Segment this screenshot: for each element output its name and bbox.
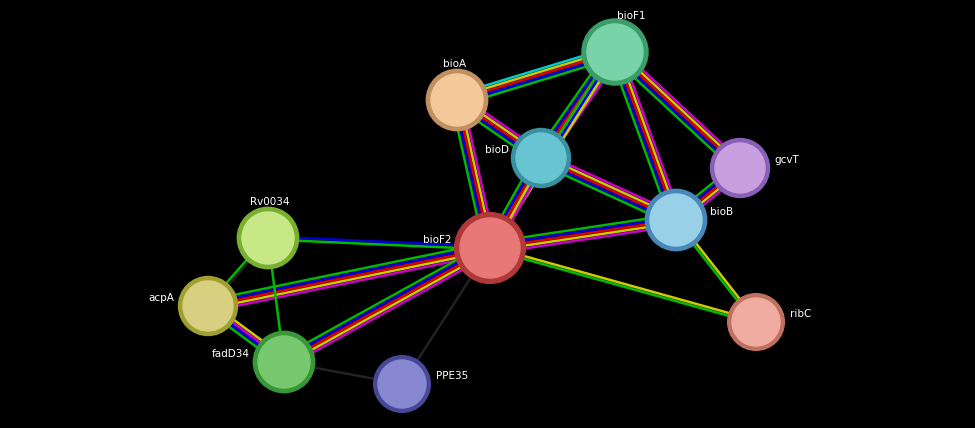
Circle shape [587,24,643,80]
Circle shape [512,128,570,187]
Text: bioB: bioB [710,207,733,217]
Text: bioA: bioA [444,59,467,69]
Circle shape [460,218,520,278]
Circle shape [454,213,526,283]
Text: bioF1: bioF1 [617,11,645,21]
Circle shape [254,331,315,392]
Circle shape [711,139,769,197]
Text: ribC: ribC [790,309,811,319]
Circle shape [242,212,294,264]
Circle shape [237,207,298,269]
Text: bioD: bioD [485,145,509,155]
Circle shape [645,189,707,251]
Circle shape [516,133,566,183]
Text: bioF2: bioF2 [423,235,452,245]
Circle shape [258,336,310,388]
Text: fadD34: fadD34 [212,349,250,359]
Circle shape [732,298,780,346]
Circle shape [715,143,765,193]
Text: acpA: acpA [148,293,174,303]
Circle shape [178,276,238,336]
Text: gcvT: gcvT [774,155,799,165]
Text: Rv0034: Rv0034 [251,197,290,207]
Text: PPE35: PPE35 [436,371,468,381]
Circle shape [582,19,648,85]
Circle shape [183,281,233,331]
Circle shape [727,294,784,351]
Circle shape [426,69,488,131]
Circle shape [373,356,430,412]
Circle shape [650,194,702,246]
Circle shape [378,360,426,408]
Circle shape [431,74,483,126]
